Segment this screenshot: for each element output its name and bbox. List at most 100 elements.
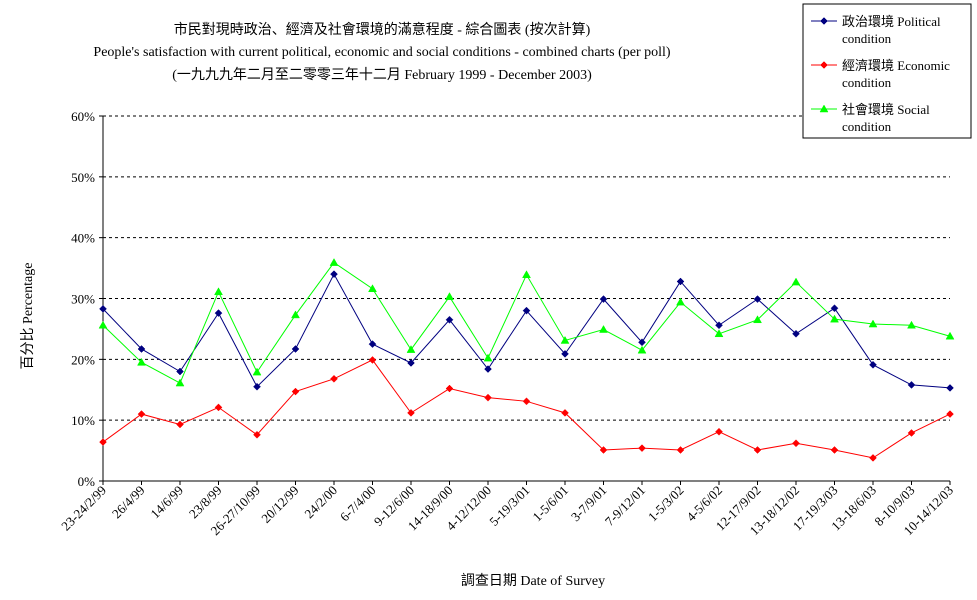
data-point — [560, 335, 570, 344]
data-point — [753, 446, 762, 454]
data-point — [176, 367, 184, 376]
legend: 政治環境 Political condition 經濟環境 Economic cond… — [802, 3, 972, 139]
data-point — [137, 345, 146, 353]
legend-label: condition — [842, 119, 892, 134]
chart-title-line-3: (一九九九年二月至二零零三年十二月 February 1999 - Decemb… — [172, 67, 592, 83]
data-point — [99, 304, 107, 313]
legend-label: 社會環境 Social — [842, 102, 930, 117]
data-point — [946, 410, 954, 418]
data-point — [792, 329, 800, 338]
x-tick-label: 20/12/99 — [258, 483, 301, 526]
y-axis-title: 百分比 Percentage — [20, 263, 36, 370]
data-point — [484, 393, 492, 402]
y-tick-label: 60% — [71, 109, 95, 124]
data-point — [252, 367, 262, 376]
y-tick-label: 10% — [71, 413, 95, 428]
data-point — [445, 292, 454, 300]
x-axis: 23-24/2/99 26/4/99 14/6/99 23/8/9926-27/10/… — [58, 480, 956, 538]
series-1 — [99, 270, 954, 392]
x-tick-label: 24/2/00 — [301, 483, 340, 522]
legend-label: 經濟環境 Economic — [842, 58, 950, 73]
data-point — [830, 314, 839, 323]
x-tick-label: 1-5/6/01 — [529, 483, 571, 525]
data-point — [137, 410, 146, 418]
data-point — [175, 378, 185, 387]
data-point — [946, 384, 954, 392]
legend-label: 政治環境 Political — [842, 14, 941, 29]
data-point — [820, 17, 828, 25]
x-tick-label: 26/4/99 — [109, 483, 148, 522]
data-point — [330, 374, 338, 383]
y-tick-label: 30% — [71, 292, 95, 307]
data-point — [214, 309, 223, 317]
plot-area — [103, 115, 950, 421]
legend-item: 經濟環境 Economic condition — [811, 58, 950, 90]
data-point — [907, 429, 916, 437]
data-point — [291, 310, 300, 319]
data-point — [830, 304, 839, 313]
x-tick-label: 14/6/99 — [147, 483, 186, 522]
series-2 — [99, 356, 954, 462]
legend-item: 社會環境 Social condition — [811, 102, 930, 134]
data-point — [714, 329, 724, 338]
y-tick-label: 0% — [78, 474, 96, 489]
data-point — [368, 356, 377, 364]
data-point — [522, 397, 531, 406]
data-point — [869, 454, 877, 462]
data-point — [907, 381, 916, 389]
y-tick-label: 20% — [71, 352, 95, 367]
series-line — [102, 359, 951, 459]
data-point — [368, 340, 377, 348]
data-point — [214, 287, 223, 296]
legend-box — [802, 3, 972, 139]
x-tick-label: 5-19/3/01 — [486, 483, 532, 529]
data-point — [676, 446, 685, 454]
data-point — [253, 430, 261, 439]
data-point — [676, 297, 685, 306]
data-point — [137, 357, 146, 366]
chart-title-line-1: 市民對現時政治、經濟及社會環境的滿意程度 - 綜合圖表 (按次計算) — [174, 21, 591, 38]
series-line — [102, 261, 951, 384]
chart-title: 市民對現時政治、經濟及社會環境的滿意程度 - 綜合圖表 (按次計算) Peopl… — [93, 21, 670, 83]
data-point — [561, 350, 569, 358]
data-point — [291, 387, 300, 396]
series-3 — [98, 258, 955, 387]
data-point — [407, 409, 415, 417]
data-point — [599, 295, 608, 303]
data-point — [445, 384, 454, 393]
data-point — [637, 345, 647, 354]
data-point — [599, 446, 608, 454]
y-axis: 0% 10% 20% 30% 40% 50% 60% — [71, 109, 104, 489]
data-point — [99, 438, 107, 446]
legend-label: condition — [842, 31, 892, 46]
data-point — [819, 104, 829, 113]
data-point — [483, 353, 493, 362]
data-point — [561, 409, 569, 417]
series-line — [102, 273, 951, 389]
data-point — [792, 439, 800, 448]
data-point — [176, 420, 184, 429]
data-point — [98, 320, 108, 329]
data-point — [830, 446, 839, 454]
legend-item: 政治環境 Political condition — [811, 14, 941, 46]
data-point — [945, 331, 955, 340]
x-tick-label: 7-9/12/01 — [602, 483, 648, 529]
data-point — [638, 444, 646, 453]
data-point — [820, 61, 828, 69]
data-point — [214, 403, 223, 412]
data-point — [522, 306, 531, 315]
data-point — [253, 382, 261, 391]
data-point — [407, 359, 415, 367]
x-tick-label: 1-5/3/02 — [645, 483, 687, 525]
legend-label: condition — [842, 75, 892, 90]
series-layer — [98, 258, 955, 462]
data-point — [368, 284, 377, 293]
data-point — [484, 365, 492, 373]
y-tick-label: 40% — [71, 231, 95, 246]
data-point — [753, 295, 762, 303]
data-point — [330, 270, 338, 279]
data-point — [869, 360, 877, 369]
data-point — [406, 345, 416, 353]
data-point — [868, 319, 878, 328]
